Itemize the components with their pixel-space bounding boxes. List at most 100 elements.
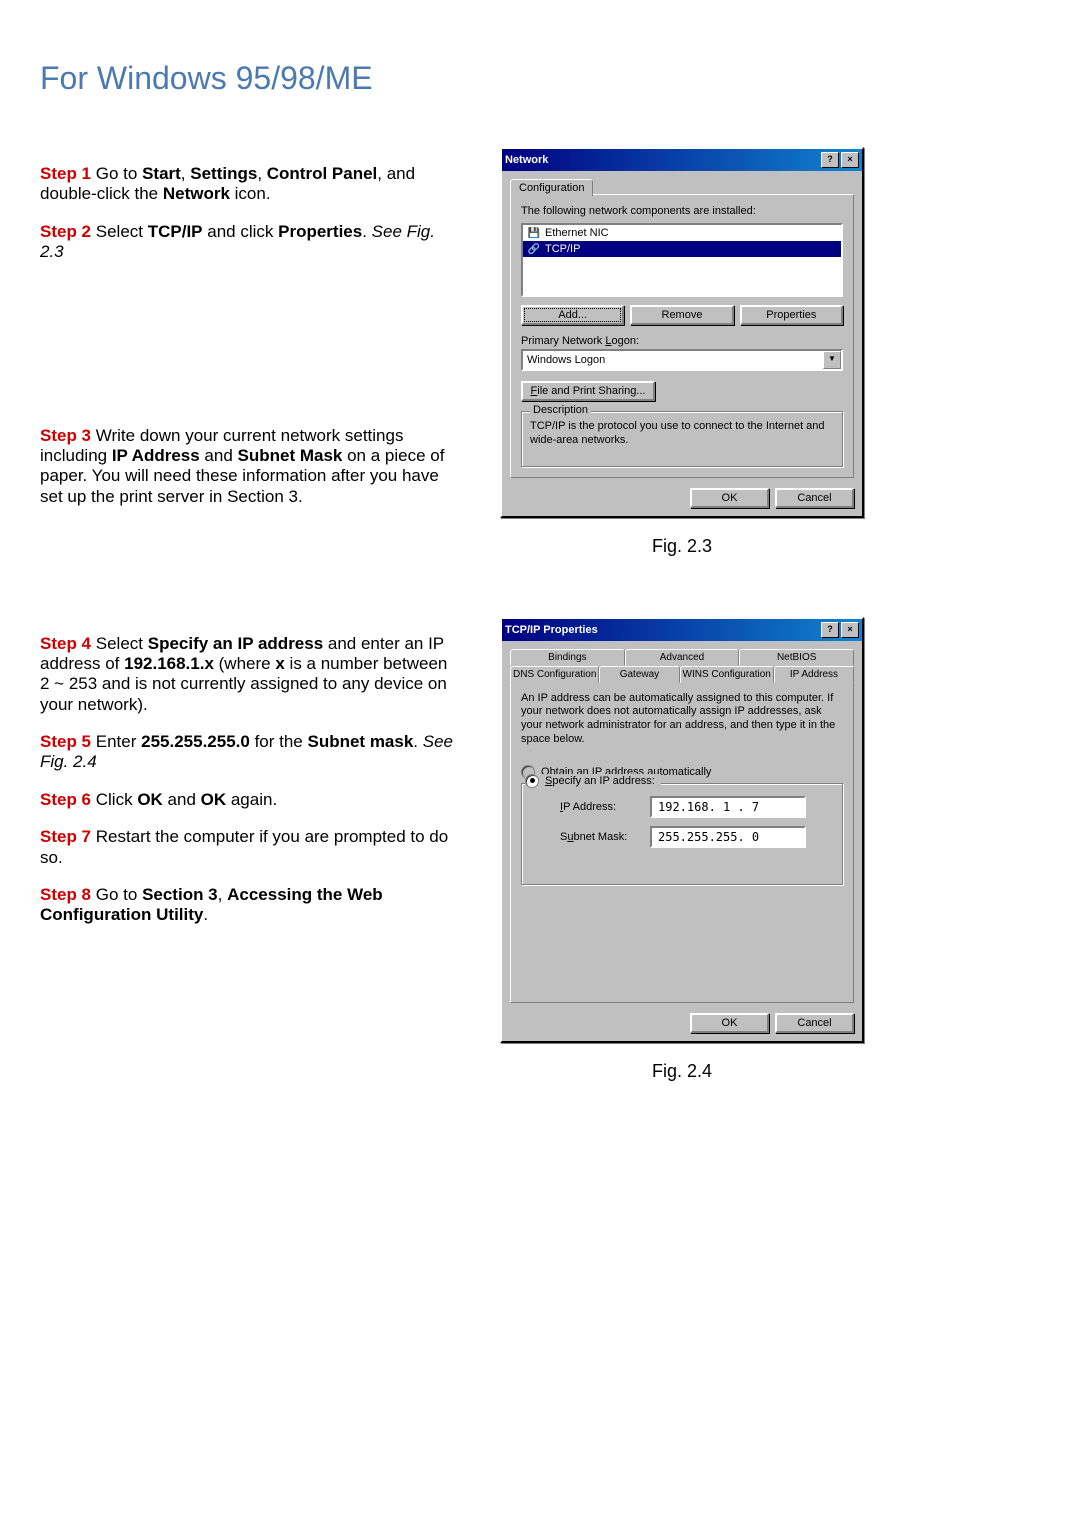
tcpip-dialog: TCP/IP Properties ? × Bindings Advanced … [500,617,864,1043]
t: Start [142,164,181,183]
t: Select [91,222,148,241]
chevron-down-icon[interactable]: ▼ [823,351,841,369]
t: , [181,164,190,183]
subnet-mask-row: Subnet Mask: 255.255.255. 0 [560,826,834,848]
tab-dns[interactable]: DNS Configuration [510,666,599,683]
step-6-label: Step 6 [40,790,91,809]
add-button[interactable]: Add... [521,305,624,325]
properties-button[interactable]: Properties [740,305,843,325]
ok-button[interactable]: OK [690,488,769,508]
row-steps-4-8: Step 4 Select Specify an IP address and … [40,617,1040,1082]
page-title: For Windows 95/98/ME [40,60,1040,97]
ip-address-label: IP Address: [560,801,640,813]
step-7-label: Step 7 [40,827,91,846]
list-item-label: TCP/IP [545,243,580,255]
step-8-label: Step 8 [40,885,91,904]
tab-gateway[interactable]: Gateway [599,666,679,683]
t: Section 3 [142,885,218,904]
tcpip-titlebar: TCP/IP Properties ? × [502,619,862,641]
step-5: Step 5 Enter 255.255.255.0 for the Subne… [40,732,460,773]
protocol-icon: 🔗 [527,242,541,256]
tab-advanced[interactable]: Advanced [625,649,740,666]
t: , [218,885,227,904]
help-icon[interactable]: ? [821,152,839,168]
primary-logon-dropdown[interactable]: Windows Logon ▼ [521,349,843,371]
tcpip-title: TCP/IP Properties [505,624,598,636]
step-2-label: Step 2 [40,222,91,241]
ok-button[interactable]: OK [690,1013,769,1033]
cancel-button[interactable]: Cancel [775,488,854,508]
step-5-label: Step 5 [40,732,91,751]
t: Click [91,790,137,809]
file-print-sharing-button[interactable]: File and Print Sharing... [521,381,655,401]
nic-icon: 💾 [527,226,541,240]
description-group: Description TCP/IP is the protocol you u… [521,411,843,467]
tab-bindings[interactable]: Bindings [510,649,625,666]
step-4: Step 4 Select Specify an IP address and … [40,634,460,716]
row-steps-1-3: Step 1 Go to Start, Settings, Control Pa… [40,147,1040,557]
remove-button[interactable]: Remove [630,305,733,325]
tab-ip-address[interactable]: IP Address [774,666,854,683]
step-3: Step 3 Write down your current network s… [40,426,460,508]
t: P Address: [563,801,616,813]
t: 255.255.255.0 [141,732,250,751]
network-titlebar: Network ? × [502,149,862,171]
primary-logon-label: Primary Network Logon: [521,335,843,347]
t: . [413,732,422,751]
fig-2-4: TCP/IP Properties ? × Bindings Advanced … [500,617,864,1082]
t: icon. [230,184,271,203]
list-item[interactable]: 🔗 TCP/IP [523,241,841,257]
components-list[interactable]: 💾 Ethernet NIC 🔗 TCP/IP [521,223,843,297]
t: Control Panel [267,164,378,183]
tab-configuration[interactable]: Configuration [510,179,593,196]
subnet-mask-input[interactable]: 255.255.255. 0 [650,826,806,848]
step-4-label: Step 4 [40,634,91,653]
t: x [275,654,284,673]
t: and [200,446,238,465]
help-icon[interactable]: ? [821,622,839,638]
t: Specify an IP address [148,634,323,653]
t: . [362,222,371,241]
close-icon[interactable]: × [841,622,859,638]
t: , [257,164,266,183]
t: TCP/IP [148,222,203,241]
list-item-label: Ethernet NIC [545,227,609,239]
t: Network [163,184,230,203]
list-item[interactable]: 💾 Ethernet NIC [523,225,841,241]
t: OK [137,790,163,809]
subnet-mask-label: Subnet Mask: [560,831,640,843]
components-label: The following network components are ins… [521,205,843,217]
tab-netbios[interactable]: NetBIOS [739,649,854,666]
t: IP Address [112,446,200,465]
step-8: Step 8 Go to Section 3, Accessing the We… [40,885,460,926]
t: for the [250,732,308,751]
cancel-button[interactable]: Cancel [775,1013,854,1033]
close-icon[interactable]: × [841,152,859,168]
t: ogon: [611,335,639,347]
fig-2-3: Network ? × Configuration The following … [500,147,864,557]
radio-icon [525,774,539,788]
text-col-1: Step 1 Go to Start, Settings, Control Pa… [40,147,460,557]
step-6: Step 6 Click OK and OK again. [40,790,460,810]
t: Primary Network [521,335,605,347]
t: again. [226,790,277,809]
fig-2-4-caption: Fig. 2.4 [500,1061,864,1082]
dropdown-value: Windows Logon [527,354,605,366]
ip-address-row: IP Address: 192.168. 1 . 7 [560,796,834,818]
t: Go to [91,885,142,904]
t: bnet Mask: [573,831,627,843]
description-text: TCP/IP is the protocol you use to connec… [530,420,834,448]
network-dialog: Network ? × Configuration The following … [500,147,864,518]
t: OK [201,790,227,809]
radio-specify-ip[interactable]: Specify an IP address: [525,774,661,788]
step-2: Step 2 Select TCP/IP and click Propertie… [40,222,460,263]
t: Restart the computer if you are prompted… [40,827,448,866]
step-3-label: Step 3 [40,426,91,445]
t: pecify an IP address: [552,775,655,787]
ip-address-input[interactable]: 192.168. 1 . 7 [650,796,806,818]
step-7: Step 7 Restart the computer if you are p… [40,827,460,868]
text-col-2: Step 4 Select Specify an IP address and … [40,617,460,1082]
t: Subnet Mask [238,446,343,465]
fig-2-3-caption: Fig. 2.3 [500,536,864,557]
tab-wins[interactable]: WINS Configuration [680,666,774,683]
